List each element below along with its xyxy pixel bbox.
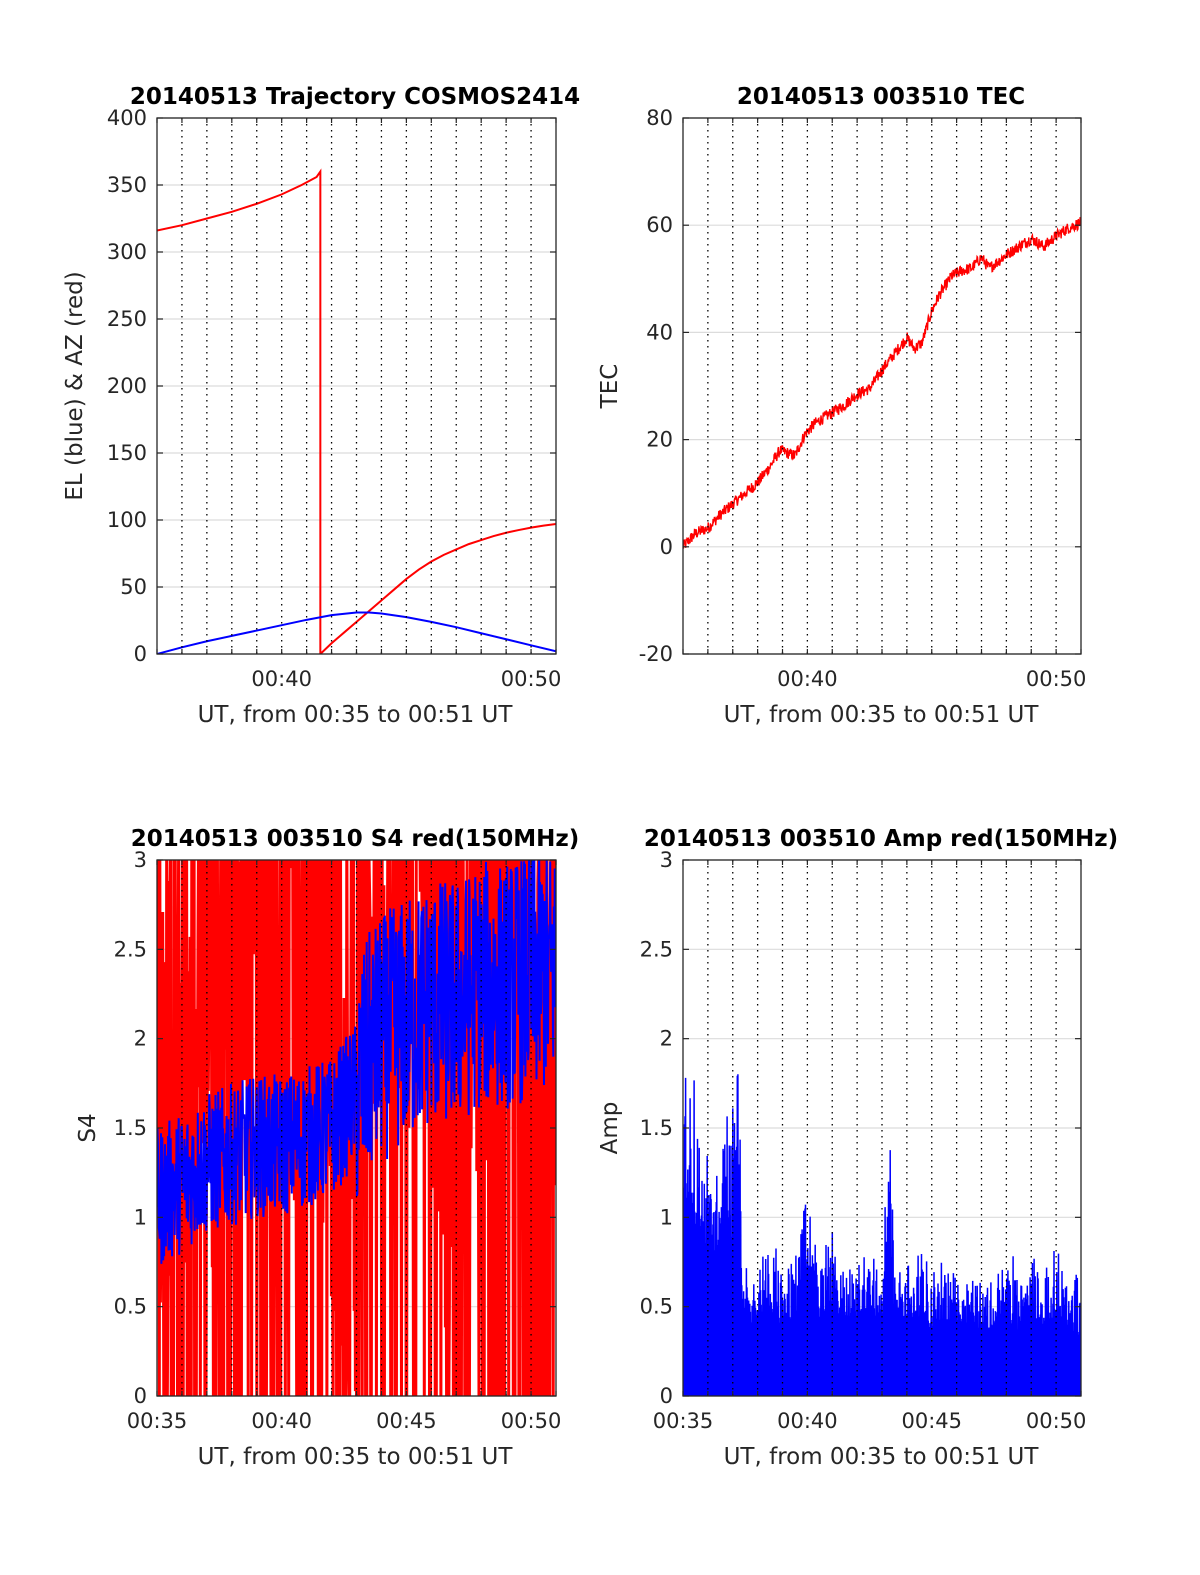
y-tick-label: 1 xyxy=(134,1205,147,1229)
series-line-red xyxy=(157,168,556,654)
series-group xyxy=(683,216,1081,549)
y-tick-label: 40 xyxy=(646,320,673,344)
y-tick-label: 0.5 xyxy=(640,1295,673,1319)
y-axis-label: S4 xyxy=(75,1113,101,1142)
y-tick-label: 3 xyxy=(134,848,147,872)
y-tick-label: 3 xyxy=(660,848,673,872)
series-line-blue xyxy=(157,860,556,1264)
panel-s4: 20140513 003510 S4 red(150MHz) UT, from … xyxy=(75,826,580,1470)
x-tick-label: 00:40 xyxy=(251,1409,312,1433)
x-axis-label: UT, from 00:35 to 00:51 UT xyxy=(724,702,1040,728)
y-tick-label: 0 xyxy=(660,1384,673,1408)
y-tick-label: 2 xyxy=(134,1027,147,1051)
x-tick-label: 00:40 xyxy=(777,667,838,691)
y-tick-label: 200 xyxy=(107,374,147,398)
y-tick-label: 60 xyxy=(646,213,673,237)
x-tick-label: 00:35 xyxy=(127,1409,188,1433)
panel-trajectory: 20140513 Trajectory COSMOS2414 UT, from … xyxy=(62,84,580,728)
y-tick-label: -20 xyxy=(639,642,673,666)
y-tick-label: 1.5 xyxy=(114,1116,147,1140)
y-tick-label: 2.5 xyxy=(114,937,147,961)
y-tick-label: 400 xyxy=(107,106,147,130)
y-tick-label: 0.5 xyxy=(114,1295,147,1319)
y-tick-label: 350 xyxy=(107,173,147,197)
panel-amp: 20140513 003510 Amp red(150MHz) UT, from… xyxy=(597,826,1118,1470)
y-tick-label: 300 xyxy=(107,240,147,264)
plot-area xyxy=(683,118,1081,654)
x-tick-label: 00:50 xyxy=(1026,667,1087,691)
x-tick-label: 00:45 xyxy=(376,1409,437,1433)
y-tick-label: 1 xyxy=(660,1205,673,1229)
x-tick-label: 00:35 xyxy=(653,1409,714,1433)
y-tick-label: 80 xyxy=(646,106,673,130)
chart-title: 20140513 003510 S4 red(150MHz) xyxy=(131,826,580,852)
x-tick-label: 00:50 xyxy=(501,667,562,691)
x-axis-label: UT, from 00:35 to 00:51 UT xyxy=(724,1444,1040,1470)
y-axis-label: EL (blue) & AZ (red) xyxy=(62,271,88,500)
y-tick-label: 50 xyxy=(120,575,147,599)
y-axis-label: TEC xyxy=(597,364,623,410)
y-axis-label: Amp xyxy=(597,1102,623,1155)
x-axis-label: UT, from 00:35 to 00:51 UT xyxy=(198,702,514,728)
x-tick-label: 00:50 xyxy=(1026,1409,1087,1433)
series-group xyxy=(157,168,556,654)
series-group xyxy=(157,860,556,1396)
y-tick-label: 2 xyxy=(660,1027,673,1051)
x-tick-label: 00:40 xyxy=(777,1409,838,1433)
series-line-blue xyxy=(157,611,556,654)
x-tick-label: 00:50 xyxy=(501,1409,562,1433)
y-tick-label: 0 xyxy=(134,1384,147,1408)
y-tick-label: 2.5 xyxy=(640,937,673,961)
x-axis-label: UT, from 00:35 to 00:51 UT xyxy=(198,1444,514,1470)
y-tick-label: 150 xyxy=(107,441,147,465)
y-tick-label: 0 xyxy=(660,535,673,559)
y-tick-label: 1.5 xyxy=(640,1116,673,1140)
x-tick-label: 00:40 xyxy=(251,667,312,691)
chart-title: 20140513 003510 TEC xyxy=(737,84,1025,110)
y-tick-label: 100 xyxy=(107,508,147,532)
series-line-blue xyxy=(683,1074,1081,1396)
y-tick-label: 20 xyxy=(646,428,673,452)
chart-title: 20140513 003510 Amp red(150MHz) xyxy=(644,826,1118,852)
series-group xyxy=(683,1074,1081,1396)
panel-tec: 20140513 003510 TEC UT, from 00:35 to 00… xyxy=(597,84,1086,728)
y-tick-label: 250 xyxy=(107,307,147,331)
x-tick-label: 00:45 xyxy=(901,1409,962,1433)
series-line-red xyxy=(683,216,1081,549)
y-tick-label: 0 xyxy=(134,642,147,666)
chart-title: 20140513 Trajectory COSMOS2414 xyxy=(130,84,580,110)
